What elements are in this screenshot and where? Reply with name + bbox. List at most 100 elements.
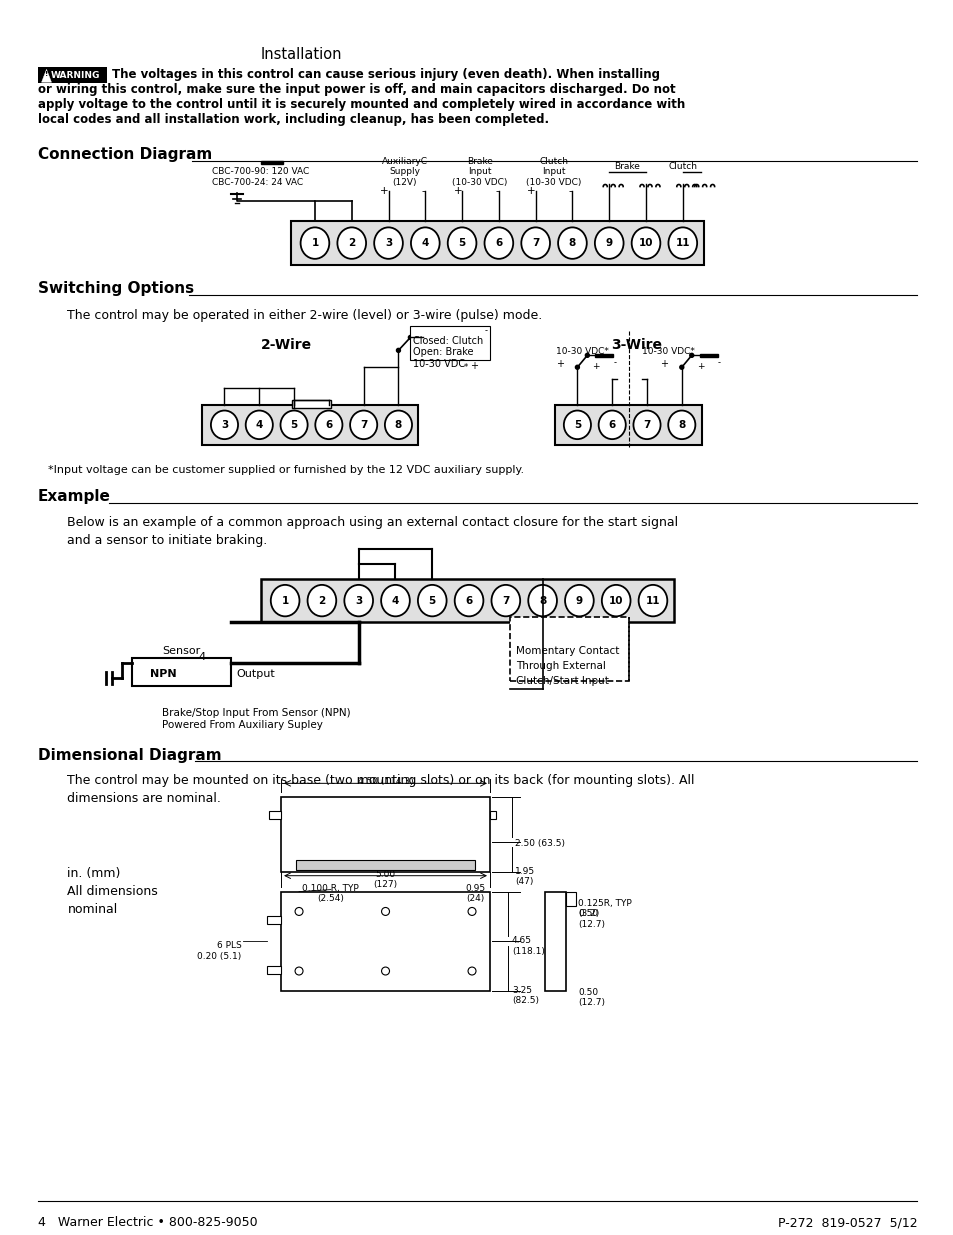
Text: 1: 1 bbox=[311, 238, 318, 248]
Circle shape bbox=[679, 366, 683, 369]
Text: Brake/Stop Input From Sensor (NPN)
Powered From Auxiliary Supley: Brake/Stop Input From Sensor (NPN) Power… bbox=[162, 708, 350, 730]
Ellipse shape bbox=[271, 585, 299, 616]
Text: 9: 9 bbox=[605, 238, 612, 248]
Text: +: + bbox=[527, 186, 536, 196]
Text: 11: 11 bbox=[645, 595, 659, 605]
Text: Switching Options: Switching Options bbox=[37, 280, 193, 296]
Text: 0.95
(24): 0.95 (24) bbox=[464, 883, 484, 903]
Bar bbox=[699, 354, 717, 357]
Text: +: + bbox=[592, 362, 599, 372]
Ellipse shape bbox=[633, 410, 659, 440]
Text: 8: 8 bbox=[568, 238, 576, 248]
Text: +: + bbox=[380, 186, 389, 196]
Text: -: - bbox=[495, 186, 498, 196]
Ellipse shape bbox=[307, 585, 335, 616]
Text: -: - bbox=[568, 186, 572, 196]
Text: 1: 1 bbox=[281, 595, 289, 605]
Ellipse shape bbox=[595, 227, 623, 259]
Text: 10-30 VDC*: 10-30 VDC* bbox=[641, 347, 694, 357]
Bar bbox=[261, 579, 673, 622]
Text: 5: 5 bbox=[573, 420, 580, 430]
Text: -: - bbox=[421, 186, 425, 196]
Text: or wiring this control, make sure the input power is off, and main capacitors di: or wiring this control, make sure the in… bbox=[37, 83, 675, 96]
Text: Installation: Installation bbox=[260, 47, 341, 62]
Text: 7: 7 bbox=[642, 420, 650, 430]
Bar bbox=[490, 811, 496, 819]
Text: 6: 6 bbox=[325, 420, 333, 430]
Text: 8: 8 bbox=[678, 420, 684, 430]
Ellipse shape bbox=[411, 227, 439, 259]
Ellipse shape bbox=[344, 585, 373, 616]
Text: 5: 5 bbox=[428, 595, 436, 605]
Circle shape bbox=[396, 348, 400, 352]
Bar bbox=[267, 966, 281, 974]
Text: 11: 11 bbox=[675, 238, 689, 248]
Text: 8: 8 bbox=[538, 595, 546, 605]
Ellipse shape bbox=[667, 410, 695, 440]
Text: Output: Output bbox=[236, 669, 274, 679]
Bar bbox=[267, 916, 281, 924]
Text: 0.100 R, TYP
(2.54): 0.100 R, TYP (2.54) bbox=[302, 883, 359, 903]
Ellipse shape bbox=[484, 227, 513, 259]
Text: 8: 8 bbox=[395, 420, 401, 430]
Text: 10: 10 bbox=[639, 238, 653, 248]
Text: +: + bbox=[696, 362, 703, 372]
Ellipse shape bbox=[246, 410, 273, 440]
Text: 1.95
(47): 1.95 (47) bbox=[515, 867, 535, 887]
Ellipse shape bbox=[668, 227, 697, 259]
Text: 7: 7 bbox=[359, 420, 367, 430]
Ellipse shape bbox=[315, 410, 342, 440]
Text: 0.50
(12.7): 0.50 (12.7) bbox=[578, 988, 605, 1008]
Text: 4.65
(118.1): 4.65 (118.1) bbox=[511, 936, 544, 956]
Bar bbox=[509, 616, 628, 680]
Ellipse shape bbox=[337, 227, 366, 259]
Text: 4   Warner Electric • 800-825-9050: 4 Warner Electric • 800-825-9050 bbox=[37, 1216, 257, 1229]
Text: 10-30 VDC*: 10-30 VDC* bbox=[555, 347, 608, 357]
Text: !: ! bbox=[45, 72, 48, 78]
Circle shape bbox=[585, 353, 589, 357]
Ellipse shape bbox=[520, 227, 550, 259]
Bar bbox=[269, 811, 281, 819]
Text: 5: 5 bbox=[458, 238, 465, 248]
Text: +: + bbox=[470, 362, 477, 372]
Text: The control may be operated in either 2-wire (level) or 3-wire (pulse) mode.: The control may be operated in either 2-… bbox=[68, 309, 542, 321]
Text: Through External: Through External bbox=[516, 661, 605, 671]
Text: 3: 3 bbox=[221, 420, 228, 430]
Text: apply voltage to the control until it is securely mounted and completely wired i: apply voltage to the control until it is… bbox=[37, 98, 684, 111]
Circle shape bbox=[575, 366, 578, 369]
Bar bbox=[281, 892, 490, 990]
Text: +: + bbox=[555, 359, 563, 369]
Ellipse shape bbox=[447, 227, 476, 259]
Ellipse shape bbox=[211, 410, 238, 440]
Text: Brake: Brake bbox=[614, 162, 639, 170]
Text: *: * bbox=[463, 363, 468, 372]
Text: Example: Example bbox=[37, 489, 111, 504]
Ellipse shape bbox=[280, 410, 307, 440]
Circle shape bbox=[408, 336, 412, 340]
Bar bbox=[544, 892, 566, 990]
Text: 4: 4 bbox=[198, 652, 206, 662]
Circle shape bbox=[294, 967, 303, 974]
Text: 3-Wire: 3-Wire bbox=[611, 338, 662, 352]
Text: Closed: Clutch: Closed: Clutch bbox=[413, 336, 483, 347]
Bar bbox=[261, 161, 283, 164]
Text: 2: 2 bbox=[348, 238, 355, 248]
Text: +: + bbox=[659, 359, 667, 369]
Ellipse shape bbox=[455, 585, 483, 616]
Ellipse shape bbox=[564, 585, 593, 616]
Polygon shape bbox=[42, 69, 51, 83]
Text: 7: 7 bbox=[501, 595, 509, 605]
Text: 6 PLS
0.20 (5.1): 6 PLS 0.20 (5.1) bbox=[197, 941, 241, 961]
Text: Dimensional Diagram: Dimensional Diagram bbox=[37, 747, 221, 762]
Circle shape bbox=[381, 908, 389, 915]
Circle shape bbox=[468, 908, 476, 915]
Text: 9: 9 bbox=[576, 595, 582, 605]
Text: 10-30 VDC: 10-30 VDC bbox=[413, 359, 465, 369]
Text: 2-Wire: 2-Wire bbox=[260, 338, 312, 352]
Text: Sensor: Sensor bbox=[162, 646, 200, 656]
Text: -: - bbox=[484, 326, 487, 336]
Bar bbox=[281, 798, 490, 872]
Circle shape bbox=[381, 967, 389, 974]
Text: 3: 3 bbox=[355, 595, 362, 605]
Text: 5: 5 bbox=[290, 420, 297, 430]
